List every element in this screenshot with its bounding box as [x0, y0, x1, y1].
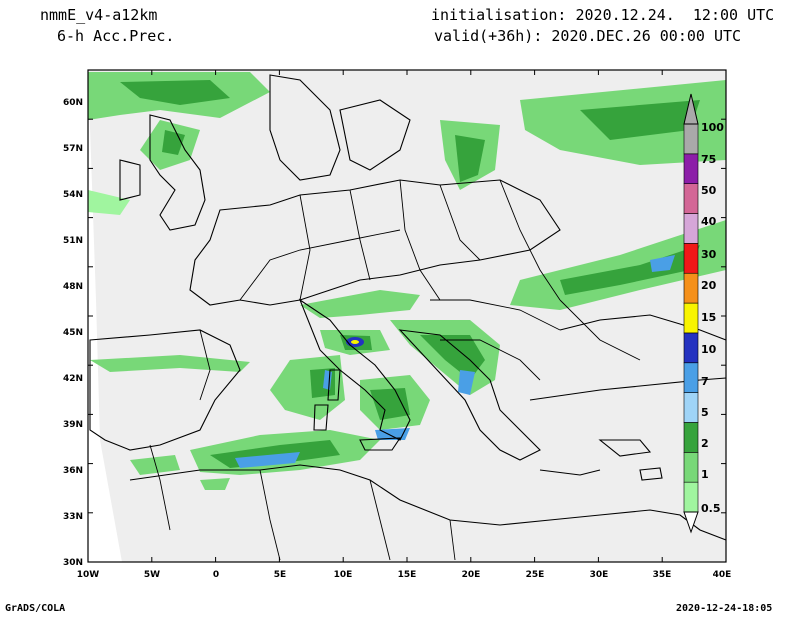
- lat-label: 48N: [63, 282, 83, 292]
- lat-label: 54N: [63, 190, 83, 200]
- legend-color-box: [683, 302, 699, 334]
- coastlines: [89, 74, 727, 541]
- lat-label: 30N: [63, 558, 83, 568]
- lat-label: 36N: [63, 466, 83, 476]
- legend-color-box: [683, 481, 699, 513]
- legend-label: 7: [701, 375, 709, 388]
- lat-label: 39N: [63, 420, 83, 430]
- lon-label: 30E: [590, 570, 609, 580]
- legend-label: 50: [701, 184, 717, 197]
- field-title: 6-h Acc.Prec.: [57, 27, 175, 45]
- lon-labels: 10W 5W 0 5E 10E 15E 20E 25E 30E 35E 40E: [77, 570, 732, 580]
- lat-label: 51N: [63, 236, 83, 246]
- lon-label: 0: [213, 570, 219, 580]
- lon-label: 15E: [398, 570, 417, 580]
- legend-color-box: [683, 272, 699, 304]
- legend-bottom-arrow: [683, 511, 699, 534]
- legend-color-box: [683, 332, 699, 364]
- init-time: initialisation: 2020.12.24. 12:00 UTC: [431, 6, 775, 24]
- lon-label: 40E: [713, 570, 732, 580]
- lon-label: 10W: [77, 570, 100, 580]
- lon-label: 10E: [334, 570, 353, 580]
- axis-ticks: [87, 69, 727, 563]
- legend-label: 30: [701, 248, 717, 261]
- legend-label: 100: [701, 121, 724, 134]
- lat-label: 45N: [63, 328, 83, 338]
- legend-label: 5: [701, 406, 709, 419]
- lon-label: 20E: [462, 570, 481, 580]
- legend-label: 2: [701, 437, 709, 450]
- lat-label: 57N: [63, 144, 83, 154]
- footer-timestamp: 2020-12-24-18:05: [676, 603, 773, 614]
- lon-label: 25E: [526, 570, 545, 580]
- lat-label: 42N: [63, 374, 83, 384]
- footer-source: GrADS/COLA: [5, 603, 66, 614]
- map-edge-white: [88, 70, 122, 562]
- precipitation-areas: [88, 72, 726, 490]
- legend-color-box: [683, 452, 699, 483]
- country-borders: [149, 179, 641, 561]
- legend-label: 75: [701, 153, 716, 166]
- legend-color-box: [683, 392, 699, 423]
- legend-label: 15: [701, 311, 716, 324]
- legend-color-box: [683, 422, 699, 453]
- legend-color-box: [683, 213, 699, 244]
- legend-color-box: [683, 243, 699, 274]
- lon-label: 5W: [144, 570, 160, 580]
- legend-label: 20: [701, 279, 717, 292]
- lon-label: 5E: [274, 570, 286, 580]
- color-legend: 0.5 1 2 5 7 10 15 20 30 40 50 75 100: [683, 93, 724, 534]
- legend-label: 1: [701, 468, 709, 481]
- legend-label: 10: [701, 343, 717, 356]
- legend-color-box: [683, 123, 699, 155]
- legend-label: 0.5: [701, 502, 721, 515]
- legend-color-box: [683, 183, 699, 214]
- lat-label: 60N: [63, 98, 83, 108]
- lon-label: 35E: [653, 570, 672, 580]
- model-title: nmmE_v4-a12km: [40, 6, 158, 24]
- valid-time: valid(+36h): 2020.DEC.26 00:00 UTC: [434, 27, 742, 45]
- lat-label: 33N: [63, 512, 83, 522]
- legend-top-arrow: [683, 93, 699, 125]
- legend-color-box: [683, 153, 699, 184]
- legend-label: 40: [701, 215, 717, 228]
- legend-color-box: [683, 362, 699, 393]
- lat-labels: 30N 33N 36N 39N 42N 45N 48N 51N 54N 57N …: [63, 98, 83, 568]
